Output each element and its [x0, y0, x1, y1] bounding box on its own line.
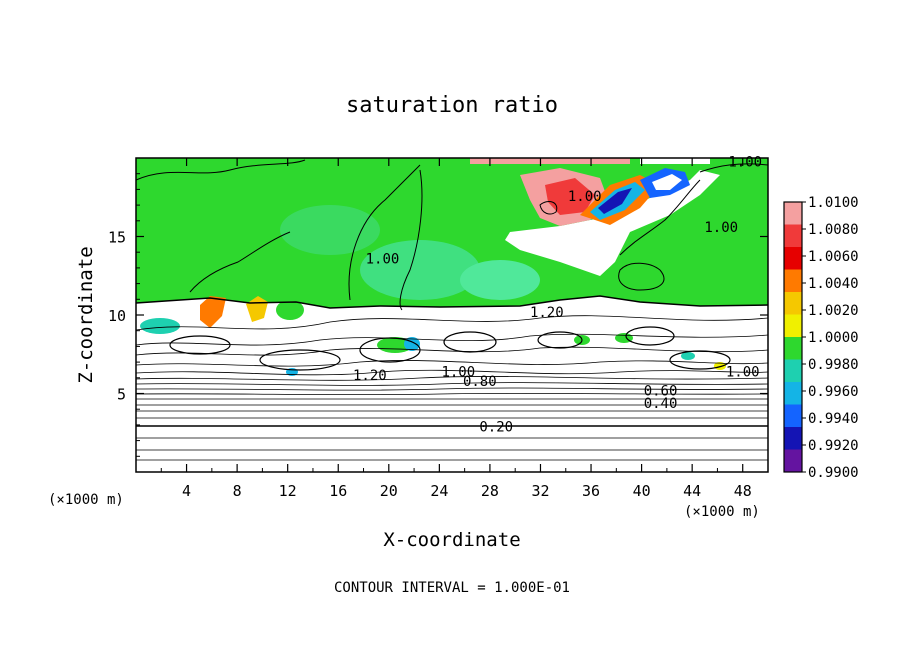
contour-label: 1.00 — [726, 365, 760, 381]
contour-label: 1.00 — [704, 220, 738, 236]
y-tick-label: 5 — [117, 386, 126, 404]
contour-label: 0.40 — [644, 396, 678, 412]
y-tick-label: 15 — [108, 229, 126, 247]
chart-title: saturation ratio — [346, 93, 558, 118]
plot-field — [135, 158, 769, 472]
colorbar-swatch — [784, 404, 802, 428]
x-tick-label: 20 — [380, 482, 398, 500]
colorbar-label: 1.0000 — [808, 330, 859, 346]
x-tick-label: 12 — [279, 482, 297, 500]
contour-label: 0.60 — [644, 384, 678, 400]
contour-label: 1.20 — [530, 305, 564, 321]
x-tick-label: 36 — [582, 482, 600, 500]
colorbar-label: 0.9980 — [808, 357, 859, 373]
colorbar-swatch — [784, 314, 802, 338]
colorbar: 1.0100 1.0080 1.0060 1.0040 1.0020 1.0000 0.99… — [783, 195, 859, 481]
x-tick-label: 4 — [182, 482, 191, 500]
x-axis-ticks: 4 8 12 16 20 24 28 32 36 40 44 48 — [160, 158, 752, 500]
colorbar-swatch — [784, 449, 802, 473]
colorbar-swatch — [784, 269, 802, 293]
x-tick-label: 44 — [683, 482, 701, 500]
contour-label: 1.00 — [568, 189, 602, 205]
contour-label: 1.00 — [441, 365, 475, 381]
x-unit-left: (×1000 m) — [48, 492, 124, 508]
contour-labels: 1.001.001.001.001.201.20 1.001.000.800.60… — [353, 154, 762, 436]
colorbar-label: 1.0100 — [808, 195, 859, 211]
contour-label: 1.00 — [728, 154, 762, 170]
contour-interval-footer: CONTOUR INTERVAL = 1.000E-01 — [334, 580, 570, 596]
colorbar-label: 0.9940 — [808, 411, 859, 427]
x-tick-label: 8 — [233, 482, 242, 500]
y-axis-ticks: 5 10 15 — [108, 173, 768, 457]
x-axis-label: X-coordinate — [383, 529, 520, 551]
colorbar-swatch — [784, 292, 802, 315]
colorbar-label: 0.9900 — [808, 465, 859, 481]
x-unit-right: (×1000 m) — [684, 504, 760, 520]
x-tick-label: 16 — [329, 482, 347, 500]
x-tick-label: 40 — [633, 482, 651, 500]
contour-label: 1.20 — [353, 368, 387, 384]
colorbar-swatch — [784, 202, 802, 225]
colorbar-label: 0.9920 — [808, 438, 859, 454]
colorbar-label: 1.0040 — [808, 276, 859, 292]
x-tick-label: 24 — [430, 482, 448, 500]
colorbar-swatch — [784, 247, 802, 270]
colorbar-label: 0.9960 — [808, 384, 859, 400]
colorbar-label: 1.0020 — [808, 303, 859, 319]
colorbar-swatch — [784, 224, 802, 248]
x-tick-label: 48 — [734, 482, 752, 500]
colorbar-swatch — [784, 337, 802, 360]
colorbar-swatch — [784, 382, 802, 405]
contour-label: 1.00 — [366, 252, 400, 268]
y-tick-label: 10 — [108, 307, 126, 325]
contour-label: 0.80 — [463, 374, 497, 390]
contour-label: 0.20 — [479, 420, 513, 436]
colorbar-label: 1.0080 — [808, 222, 859, 238]
x-tick-label: 32 — [531, 482, 549, 500]
y-axis-label: Z-coordinate — [75, 246, 97, 383]
x-tick-label: 28 — [481, 482, 499, 500]
colorbar-swatch — [784, 427, 802, 450]
colorbar-swatch — [784, 359, 802, 383]
colorbar-label: 1.0060 — [808, 249, 859, 265]
